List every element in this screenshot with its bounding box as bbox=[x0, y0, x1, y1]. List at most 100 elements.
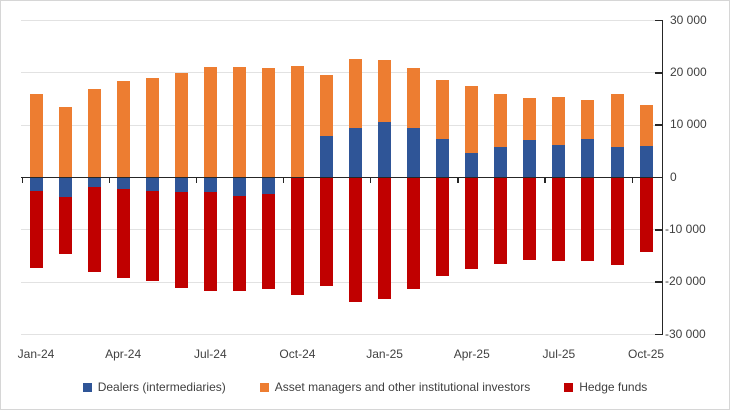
bar-segment-dealers bbox=[232, 177, 246, 197]
x-axis-tick bbox=[457, 178, 459, 183]
bar-segment-dealers bbox=[639, 146, 653, 178]
y-axis-tick bbox=[654, 281, 663, 283]
x-axis-tick bbox=[544, 178, 546, 183]
bar-segment-dealers bbox=[494, 147, 508, 178]
bar-segment-asset-managers bbox=[58, 107, 72, 178]
legend-label-asset-managers: Asset managers and other institutional i… bbox=[274, 380, 531, 394]
bar-segment-dealers bbox=[174, 177, 188, 193]
gridline bbox=[21, 281, 662, 283]
bar-segment-hedge-funds bbox=[290, 177, 304, 295]
y-axis-tick bbox=[654, 124, 663, 126]
bar-segment-dealers bbox=[203, 177, 217, 193]
bar-segment-hedge-funds bbox=[116, 189, 130, 278]
y-axis-label: -20 000 bbox=[665, 274, 706, 289]
y-axis-label: 10 000 bbox=[670, 117, 707, 132]
bar-segment-hedge-funds bbox=[465, 177, 479, 270]
bar-segment-asset-managers bbox=[610, 93, 624, 147]
bar-segment-hedge-funds bbox=[232, 196, 246, 291]
bar-segment-asset-managers bbox=[290, 65, 304, 178]
bar-segment-dealers bbox=[407, 127, 421, 178]
y-axis-label: -10 000 bbox=[665, 221, 706, 236]
bar-segment-hedge-funds bbox=[261, 193, 275, 290]
x-axis-label: Jan-24 bbox=[17, 347, 55, 361]
bar-segment-dealers bbox=[349, 127, 363, 178]
bar-segment-asset-managers bbox=[523, 98, 537, 141]
y-axis-tick bbox=[654, 229, 663, 231]
x-axis-tick bbox=[631, 178, 633, 183]
bar-segment-asset-managers bbox=[581, 99, 595, 140]
x-axis-tick bbox=[108, 178, 111, 183]
gridline bbox=[21, 72, 662, 74]
legend-item-hedge-funds: Hedge funds bbox=[564, 380, 647, 394]
bar-segment-asset-managers bbox=[378, 59, 392, 123]
bar-segment-asset-managers bbox=[552, 97, 566, 146]
gridline bbox=[21, 124, 662, 126]
x-axis-label: Jan-25 bbox=[366, 347, 403, 361]
legend-swatch-asset-managers bbox=[259, 382, 269, 392]
legend-item-asset-managers: Asset managers and other institutional i… bbox=[259, 380, 531, 394]
bar-segment-asset-managers bbox=[232, 67, 246, 178]
bar-segment-dealers bbox=[436, 139, 450, 178]
bar-segment-hedge-funds bbox=[349, 177, 363, 302]
x-axis-tick bbox=[370, 178, 372, 183]
y-axis-label: 30 000 bbox=[670, 12, 707, 27]
bar-segment-dealers bbox=[58, 177, 72, 197]
bar-segment-dealers bbox=[29, 177, 43, 192]
bar-segment-asset-managers bbox=[261, 68, 275, 178]
bar-segment-asset-managers bbox=[639, 105, 653, 147]
y-axis-label: -30 000 bbox=[665, 326, 706, 341]
bar-segment-asset-managers bbox=[145, 78, 159, 178]
bar-segment-asset-managers bbox=[174, 73, 188, 178]
bar-segment-hedge-funds bbox=[58, 196, 72, 254]
x-axis-line bbox=[21, 176, 663, 179]
bar-segment-asset-managers bbox=[465, 86, 479, 154]
x-axis-tick bbox=[195, 178, 198, 183]
bar-segment-hedge-funds bbox=[494, 177, 508, 264]
bar-segment-asset-managers bbox=[407, 68, 421, 128]
bar-segment-hedge-funds bbox=[174, 192, 188, 288]
gridline bbox=[21, 229, 662, 231]
legend: Dealers (intermediaries) Asset managers a… bbox=[1, 378, 729, 396]
bar-segment-hedge-funds bbox=[436, 177, 450, 277]
x-axis-label: Apr-24 bbox=[105, 347, 142, 361]
bar-segment-dealers bbox=[552, 145, 566, 178]
bar-segment-asset-managers bbox=[349, 58, 363, 128]
bar-segment-dealers bbox=[87, 177, 101, 188]
bar-segment-dealers bbox=[145, 177, 159, 191]
y-axis-label: 0 bbox=[670, 169, 677, 184]
bar-segment-asset-managers bbox=[87, 89, 101, 178]
bar-segment-dealers bbox=[465, 153, 479, 178]
x-axis-tick bbox=[21, 178, 23, 183]
gridline bbox=[21, 334, 662, 335]
bar-segment-hedge-funds bbox=[320, 177, 333, 287]
bar-segment-asset-managers bbox=[116, 80, 130, 178]
x-axis-tick bbox=[282, 178, 285, 183]
bar-segment-hedge-funds bbox=[203, 192, 217, 292]
legend-item-dealers: Dealers (intermediaries) bbox=[82, 380, 226, 394]
bar-segment-dealers bbox=[523, 140, 537, 178]
bar-segment-hedge-funds bbox=[552, 177, 566, 262]
bar-segment-hedge-funds bbox=[378, 177, 392, 299]
y-axis-tick bbox=[654, 19, 663, 22]
bar-segment-hedge-funds bbox=[639, 177, 653, 253]
x-axis-label: Oct-24 bbox=[279, 347, 316, 361]
legend-label-hedge-funds: Hedge funds bbox=[579, 380, 648, 394]
y-axis-label: 20 000 bbox=[670, 64, 707, 79]
y-axis-tick bbox=[654, 176, 663, 179]
bar-segment-hedge-funds bbox=[610, 177, 624, 266]
bar-segment-dealers bbox=[320, 136, 333, 178]
bar-segment-hedge-funds bbox=[87, 187, 101, 272]
bar-segment-hedge-funds bbox=[407, 177, 421, 289]
bar-segment-dealers bbox=[261, 177, 275, 194]
x-axis-label: Oct-25 bbox=[628, 347, 665, 361]
legend-swatch-hedge-funds bbox=[564, 382, 574, 392]
legend-label-dealers: Dealers (intermediaries) bbox=[97, 380, 226, 394]
bar-segment-hedge-funds bbox=[29, 191, 43, 269]
y-axis-tick bbox=[654, 72, 663, 74]
bar-segment-asset-managers bbox=[494, 93, 508, 148]
gridline bbox=[21, 20, 662, 21]
bar-segment-hedge-funds bbox=[145, 190, 159, 282]
y-axis-tick bbox=[654, 333, 663, 336]
